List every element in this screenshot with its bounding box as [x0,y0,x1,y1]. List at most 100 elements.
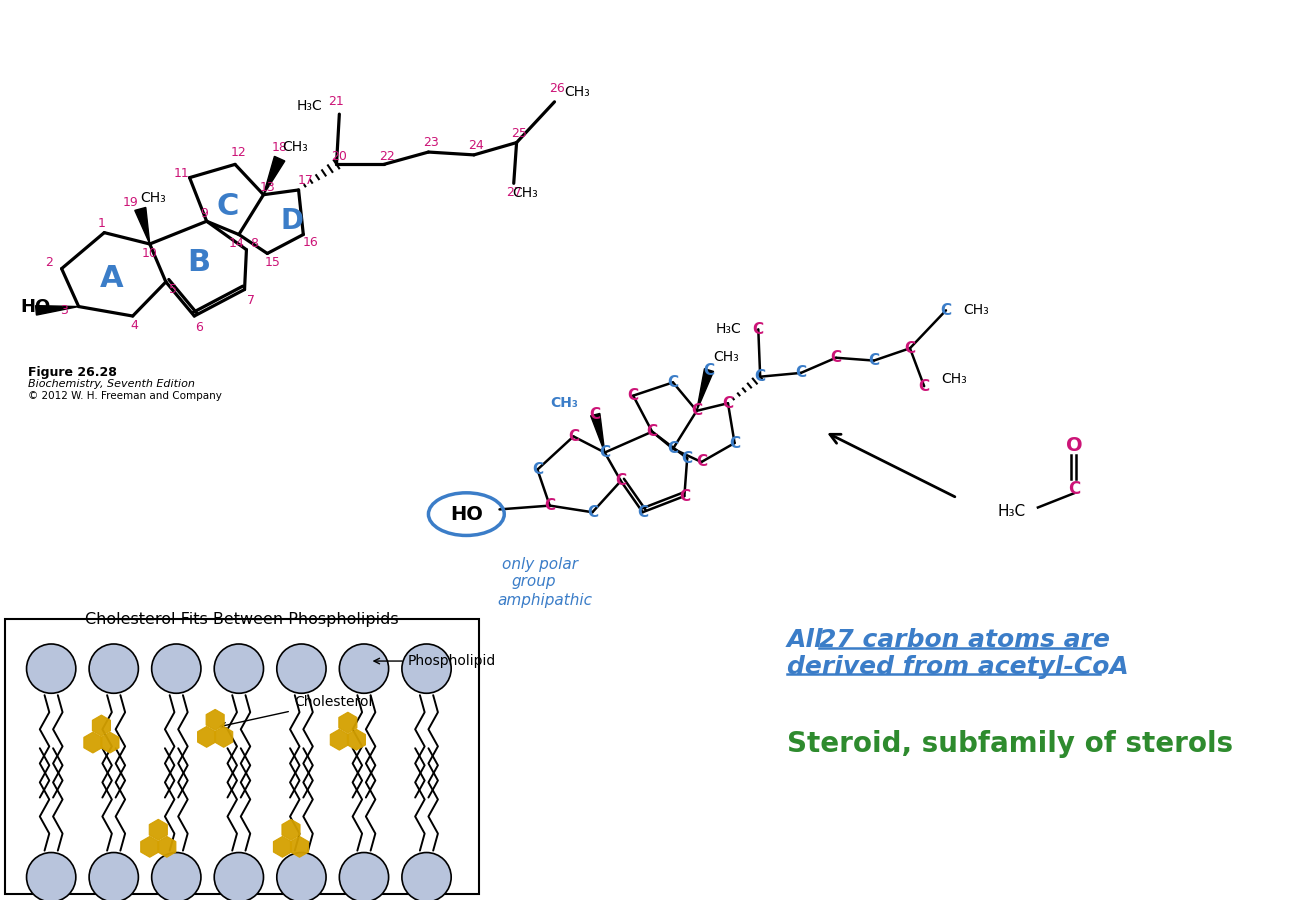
Text: C: C [904,341,916,356]
Text: B: B [187,249,211,277]
Polygon shape [338,712,357,733]
Circle shape [340,644,388,693]
Text: Steroid, subfamily of sterols: Steroid, subfamily of sterols [787,731,1233,759]
Text: CH₃: CH₃ [141,190,166,204]
Text: HO: HO [450,505,483,524]
Text: C: C [919,379,929,394]
Text: 4: 4 [130,319,138,332]
Polygon shape [158,836,176,857]
Circle shape [401,853,451,902]
Text: Biochemistry, Seventh Edition: Biochemistry, Seventh Edition [29,379,195,389]
Text: C: C [729,435,740,451]
Polygon shape [274,836,291,857]
Text: CH₃: CH₃ [565,85,590,100]
Circle shape [89,853,138,902]
Text: C: C [599,445,611,460]
Text: 14: 14 [229,237,245,250]
Text: C: C [722,395,733,411]
Text: 24: 24 [468,139,484,152]
Text: A: A [100,263,124,293]
Polygon shape [84,732,101,753]
Text: C: C [696,455,707,469]
Text: 16: 16 [303,236,318,249]
Circle shape [340,853,388,902]
Text: C: C [753,322,763,337]
Text: 7: 7 [247,295,255,308]
Text: CH₃: CH₃ [512,186,538,200]
Text: CH₃: CH₃ [283,140,308,154]
Text: 19: 19 [122,196,138,209]
Circle shape [151,644,201,693]
Text: Cholesterol: Cholesterol [220,695,372,728]
Text: 25: 25 [512,127,528,140]
Text: 9: 9 [200,207,208,220]
Text: C: C [590,407,601,422]
Polygon shape [207,710,224,730]
Text: Figure 26.28: Figure 26.28 [29,367,117,380]
Text: C: C [667,442,679,456]
Text: 11: 11 [174,167,190,180]
Text: C: C [646,424,658,439]
Text: derived from acetyl-CoA: derived from acetyl-CoA [787,655,1129,679]
Text: C: C [795,365,807,381]
Text: C: C [682,451,692,466]
Polygon shape [330,729,349,750]
Text: C: C [216,191,238,221]
Text: 17: 17 [297,174,313,187]
Text: 8: 8 [250,237,258,250]
Text: All: All [787,628,832,652]
Text: Cholesterol Fits Between Phospholipids: Cholesterol Fits Between Phospholipids [86,612,399,626]
Text: 22: 22 [379,151,395,164]
Text: H₃C: H₃C [296,99,322,113]
Polygon shape [149,820,167,840]
Text: HO: HO [21,298,51,316]
Text: 18: 18 [271,140,288,153]
Text: 27 carbon atoms are: 27 carbon atoms are [819,628,1109,652]
FancyBboxPatch shape [5,619,479,894]
Text: C: C [941,303,951,318]
Polygon shape [591,413,605,453]
Text: 6: 6 [195,321,203,334]
Text: C: C [545,498,555,513]
Text: C: C [667,375,679,390]
Text: CH₃: CH₃ [550,396,578,410]
Text: C: C [1067,480,1080,497]
Circle shape [89,644,138,693]
Polygon shape [291,836,308,857]
Text: C: C [569,429,579,444]
Circle shape [151,853,201,902]
Text: C: C [587,505,597,519]
Text: H₃C: H₃C [716,322,741,336]
Text: 1: 1 [97,216,105,230]
Text: H₃C: H₃C [998,504,1025,518]
Text: 23: 23 [424,136,440,149]
Text: © 2012 W. H. Freeman and Company: © 2012 W. H. Freeman and Company [29,391,222,401]
Circle shape [401,644,451,693]
Text: CH₃: CH₃ [941,371,967,385]
Circle shape [276,853,326,902]
Polygon shape [134,207,150,244]
Text: C: C [869,353,879,368]
Polygon shape [101,732,118,753]
Text: 10: 10 [142,247,158,260]
Text: C: C [754,370,766,384]
Text: 12: 12 [232,147,246,160]
Polygon shape [282,820,300,840]
Text: 27: 27 [505,187,521,200]
Text: C: C [628,388,638,403]
Text: 3: 3 [61,304,68,317]
Text: CH₃: CH₃ [713,350,740,364]
Polygon shape [696,369,713,411]
Text: 20: 20 [332,151,347,164]
Text: C: C [637,505,649,519]
Circle shape [215,853,263,902]
Text: 13: 13 [259,180,275,194]
Text: 21: 21 [329,95,345,108]
Text: C: C [679,489,690,504]
Circle shape [26,644,76,693]
Text: 2: 2 [45,257,53,270]
Text: C: C [830,350,841,365]
Text: 15: 15 [265,257,280,270]
Circle shape [26,853,76,902]
Text: C: C [616,473,626,489]
